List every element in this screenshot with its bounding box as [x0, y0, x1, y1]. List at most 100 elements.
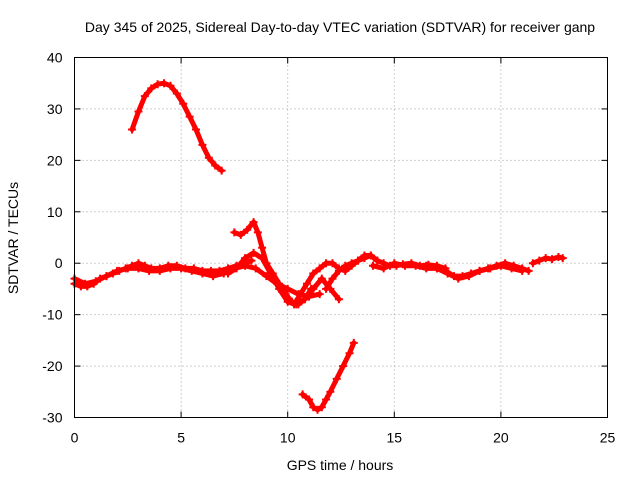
data-point — [302, 279, 311, 288]
data-point — [155, 266, 164, 275]
data-point — [134, 107, 143, 116]
data-point — [322, 395, 331, 404]
data-point — [296, 290, 305, 299]
data-point — [251, 264, 260, 273]
satellite-track-9 — [528, 253, 567, 268]
data-point — [211, 161, 220, 170]
data-point — [345, 349, 354, 358]
y-tick-label: 20 — [47, 152, 63, 168]
data-point — [332, 374, 341, 383]
x-tick-label: 20 — [493, 430, 509, 446]
data-point — [247, 256, 256, 265]
data-point — [232, 264, 241, 273]
data-point — [541, 254, 550, 263]
x-tick-label: 5 — [177, 430, 185, 446]
y-tick-label: 30 — [47, 101, 63, 117]
data-point — [432, 264, 441, 273]
data-point — [262, 272, 271, 281]
data-point — [373, 256, 382, 265]
data-point — [243, 225, 252, 234]
data-point — [441, 266, 450, 275]
data-point — [334, 295, 343, 304]
data-point — [354, 256, 363, 265]
data-point — [528, 259, 537, 268]
data-point — [81, 279, 90, 288]
data-point — [290, 300, 299, 309]
data-point — [360, 254, 369, 263]
data-point — [535, 256, 544, 265]
data-point — [347, 259, 356, 268]
data-point — [192, 125, 201, 134]
data-point — [349, 338, 358, 347]
data-point — [326, 387, 335, 396]
data-point — [166, 81, 175, 90]
satellite-track-11 — [298, 338, 358, 414]
data-point — [334, 266, 343, 275]
grid — [74, 57, 608, 418]
data-point — [91, 277, 100, 286]
data-point — [317, 274, 326, 283]
data-point — [309, 403, 318, 412]
data-point — [322, 284, 331, 293]
data-point — [339, 362, 348, 371]
x-tick-label: 15 — [387, 430, 403, 446]
satellite-track-4 — [224, 248, 343, 309]
data-point — [379, 264, 388, 273]
data-point — [153, 80, 162, 89]
data-point — [317, 403, 326, 412]
series-layer — [70, 79, 567, 414]
data-point — [134, 264, 143, 273]
y-tick-label: -20 — [42, 358, 62, 374]
y-tick-label: -10 — [42, 307, 62, 323]
data-point — [224, 269, 233, 278]
data-point — [187, 266, 196, 275]
data-point — [236, 230, 245, 239]
data-point — [283, 297, 292, 306]
data-point — [313, 405, 322, 414]
data-point — [128, 125, 137, 134]
data-point — [102, 272, 111, 281]
data-point — [166, 264, 175, 273]
data-point — [253, 228, 262, 237]
data-point — [241, 254, 250, 263]
data-point — [275, 284, 284, 293]
data-point — [204, 153, 213, 162]
data-point — [140, 92, 149, 101]
data-point — [198, 269, 207, 278]
data-point — [328, 259, 337, 268]
data-point — [341, 261, 350, 270]
data-point — [305, 395, 314, 404]
data-point — [501, 259, 510, 268]
data-point — [185, 112, 194, 121]
y-axis-label: SDTVAR / TECUs — [5, 182, 21, 294]
data-point — [172, 89, 181, 98]
satellite-track-8 — [422, 259, 533, 281]
data-point — [177, 264, 186, 273]
data-point — [475, 266, 484, 275]
data-point — [315, 264, 324, 273]
data-point — [518, 264, 527, 273]
data-point — [411, 261, 420, 270]
data-point — [230, 228, 239, 237]
data-point — [217, 166, 226, 175]
data-point — [249, 248, 258, 257]
data-point — [198, 140, 207, 149]
axis-ticks: 0 5 10 15 20 25 -30 -20 -10 0 10 20 30 40 — [42, 50, 615, 446]
data-point — [315, 290, 324, 299]
data-point — [209, 272, 218, 281]
data-point — [548, 255, 557, 264]
data-point — [258, 254, 267, 263]
data-point — [422, 261, 431, 270]
data-point — [390, 259, 399, 268]
data-point — [484, 264, 493, 273]
data-point — [249, 218, 258, 227]
y-tick-label: -30 — [42, 410, 62, 426]
plot-frame — [74, 57, 608, 418]
data-point — [328, 274, 337, 283]
data-point — [258, 243, 267, 252]
data-point — [558, 254, 567, 263]
y-tick-label: 0 — [55, 255, 63, 271]
x-tick-label: 25 — [600, 430, 616, 446]
x-tick-label: 0 — [71, 430, 79, 446]
